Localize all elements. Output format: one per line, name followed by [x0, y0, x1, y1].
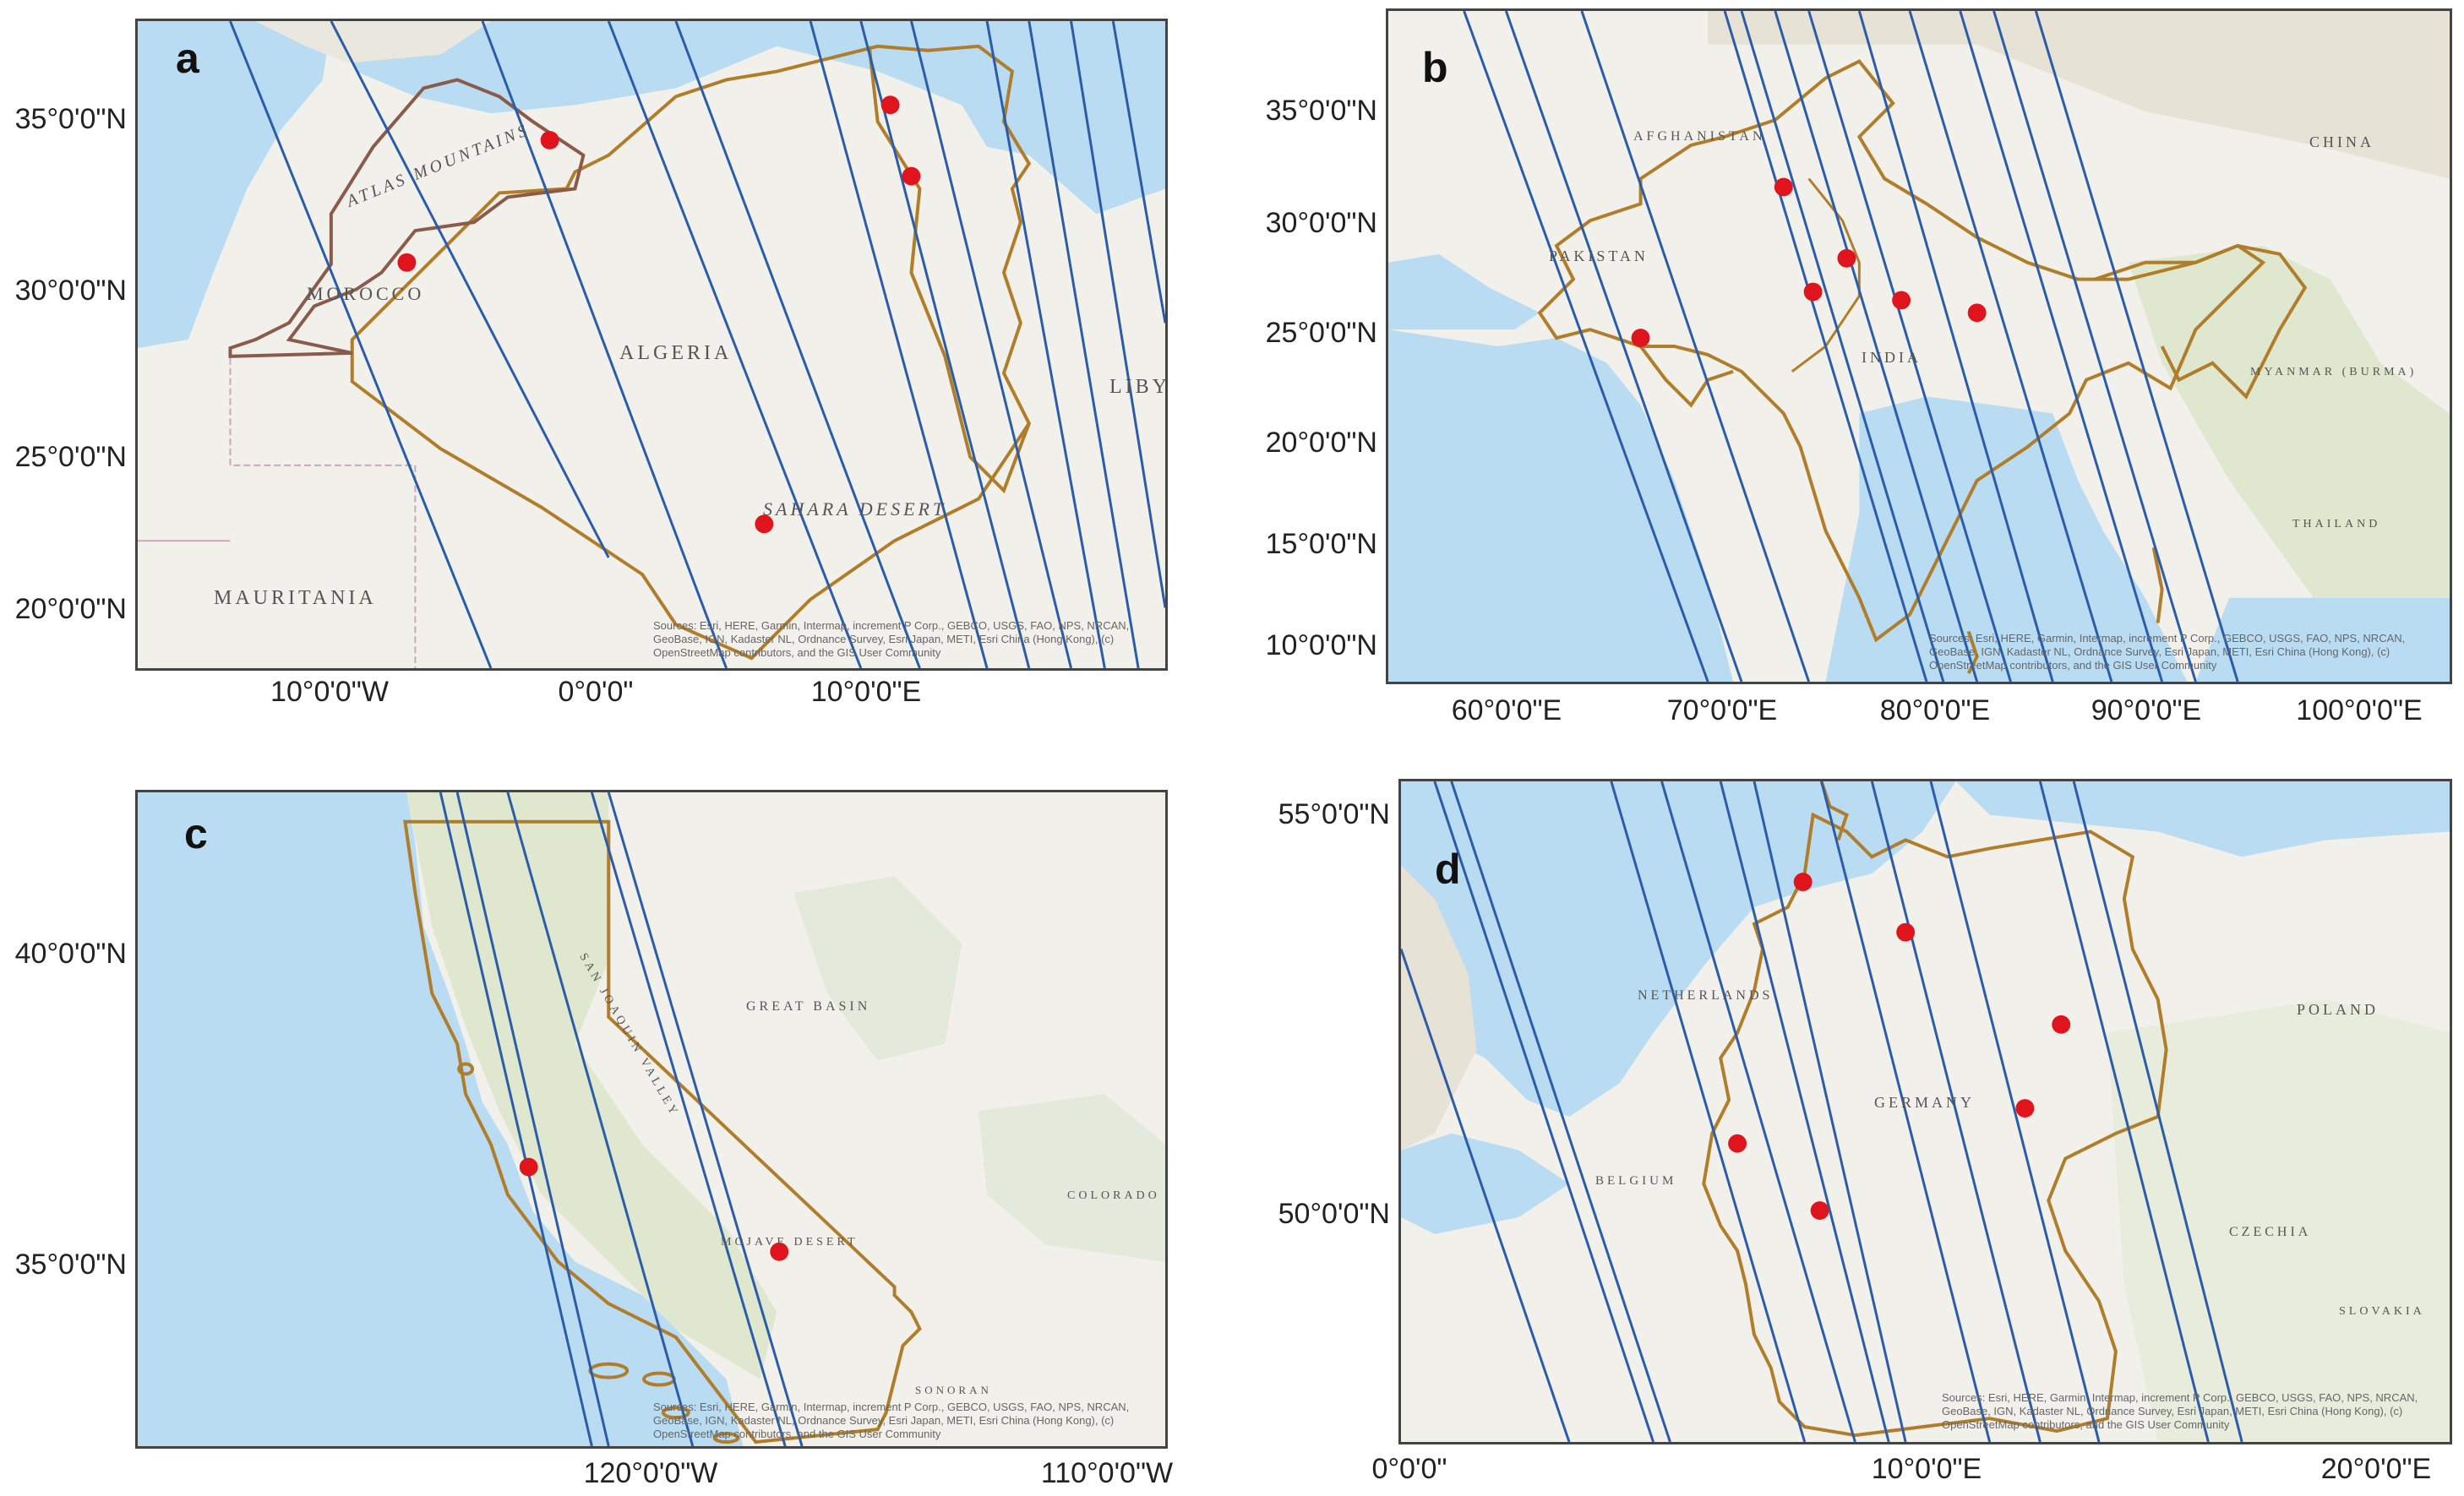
y-tick-c-0: 40°0'0"N: [14, 938, 127, 970]
place-label-poland: POLAND: [2297, 1001, 2380, 1018]
map-frame-d: NETHERLANDS GERMANY BELGIUM POLAND CZECH…: [1398, 779, 2452, 1444]
x-tick-b-2: 80°0'0"E: [1879, 694, 1991, 726]
x-tick-b-0: 60°0'0"E: [1451, 694, 1562, 726]
panel-label-a: a: [176, 35, 199, 82]
panel-label-b: b: [1422, 44, 1448, 91]
place-label-netherlands: NETHERLANDS: [1638, 988, 1774, 1003]
y-tick-b-4: 15°0'0"N: [1265, 528, 1377, 560]
x-tick-d-0: 0°0'0": [1371, 1453, 1447, 1485]
map-attribution-a: Sources: Esri, HERE, Garmin, Intermap, i…: [653, 619, 1130, 659]
atlantic-ocean: [138, 21, 331, 348]
x-tick-b-3: 90°0'0"E: [2091, 694, 2202, 726]
panel-label-c: c: [184, 810, 208, 857]
place-label-mojave: MOJAVE DESERT: [721, 1236, 859, 1248]
sites-c: [519, 1157, 789, 1261]
y-tick-c-1: 35°0'0"N: [14, 1248, 127, 1281]
place-label-afghanistan: AFGHANISTAN: [1633, 129, 1766, 144]
place-label-germany: GERMANY: [1874, 1094, 1976, 1111]
y-tick-d-0: 55°0'0"N: [1278, 798, 1390, 830]
y-tick-b-1: 30°0'0"N: [1265, 207, 1377, 239]
map-d: [1401, 781, 2450, 1442]
x-tick-a-2: 10°0'0"E: [810, 676, 922, 708]
mediterranean-sea: [330, 21, 1165, 215]
x-tick-b-1: 70°0'0"E: [1666, 694, 1778, 726]
y-tick-b-3: 20°0'0"N: [1265, 427, 1377, 459]
panel-label-d: d: [1435, 846, 1461, 893]
x-tick-a-0: 10°0'0"W: [270, 676, 389, 708]
x-tick-d-2: 20°0'0"E: [2320, 1453, 2432, 1485]
y-tick-b-2: 25°0'0"N: [1265, 317, 1377, 349]
sites-b: [1631, 177, 1987, 347]
place-label-india: INDIA: [1862, 349, 1922, 366]
map-b: [1388, 11, 2450, 682]
place-label-thailand: THAILAND: [2292, 518, 2381, 530]
y-tick-a-3: 20°0'0"N: [14, 593, 127, 625]
x-tick-d-1: 10°0'0"E: [1871, 1453, 1982, 1485]
map-attribution-c: Sources: Esri, HERE, Garmin, Intermap, i…: [653, 1401, 1130, 1440]
x-tick-c-1: 110°0'0"W: [1040, 1457, 1174, 1489]
place-label-myanmar: MYANMAR (BURMA): [2250, 366, 2418, 378]
x-tick-c-0: 120°0'0"W: [583, 1457, 718, 1489]
place-label-slovakia: SLOVAKIA: [2339, 1305, 2425, 1318]
map-frame-b: AFGHANISTAN PAKISTAN INDIA CHINA MYANMAR…: [1386, 8, 2452, 684]
place-label-great-basin: GREAT BASIN: [746, 999, 871, 1014]
y-tick-b-0: 35°0'0"N: [1265, 95, 1377, 127]
sites-a: [397, 95, 921, 534]
y-tick-b-5: 10°0'0"N: [1265, 629, 1377, 661]
y-tick-a-2: 25°0'0"N: [14, 441, 127, 473]
map-attribution-d: Sources: Esri, HERE, Garmin, Intermap, i…: [1942, 1391, 2418, 1431]
map-frame-c: GREAT BASIN MOJAVE DESERT COLORADO PLATE…: [135, 790, 1168, 1449]
place-label-czechia: CZECHIA: [2229, 1225, 2312, 1239]
y-tick-a-1: 30°0'0"N: [14, 275, 127, 307]
place-label-mauritania: MAURITANIA: [214, 587, 377, 609]
satellite-swaths-d: [1401, 781, 2243, 1442]
place-label-china: CHINA: [2309, 133, 2374, 150]
place-label-morocco: MOROCCO: [307, 283, 425, 304]
satellite-swaths-a: [229, 21, 1165, 668]
y-tick-d-1: 50°0'0"N: [1278, 1198, 1390, 1230]
place-label-colorado-plateau: COLORADO PLATEAU: [1067, 1189, 1165, 1202]
place-label-algeria: ALGERIA: [619, 342, 733, 364]
x-tick-a-1: 0°0'0": [558, 676, 634, 708]
place-label-belgium: BELGIUM: [1595, 1174, 1677, 1188]
place-label-pakistan: PAKISTAN: [1549, 248, 1649, 264]
place-label-sahara: SAHARA DESERT: [763, 498, 947, 520]
map-c: [138, 792, 1165, 1446]
map-attribution-b: Sources: Esri, HERE, Garmin, Intermap, i…: [1929, 632, 2406, 672]
x-tick-b-4: 100°0'0"E: [2296, 694, 2423, 726]
map-a: [138, 21, 1165, 668]
y-tick-a-0: 35°0'0"N: [14, 103, 127, 135]
sites-d: [1728, 873, 2071, 1221]
satellite-swaths-b: [1463, 11, 2239, 682]
satellite-swaths-c: [439, 792, 804, 1446]
place-label-sonoran: SONORAN: [915, 1384, 992, 1396]
